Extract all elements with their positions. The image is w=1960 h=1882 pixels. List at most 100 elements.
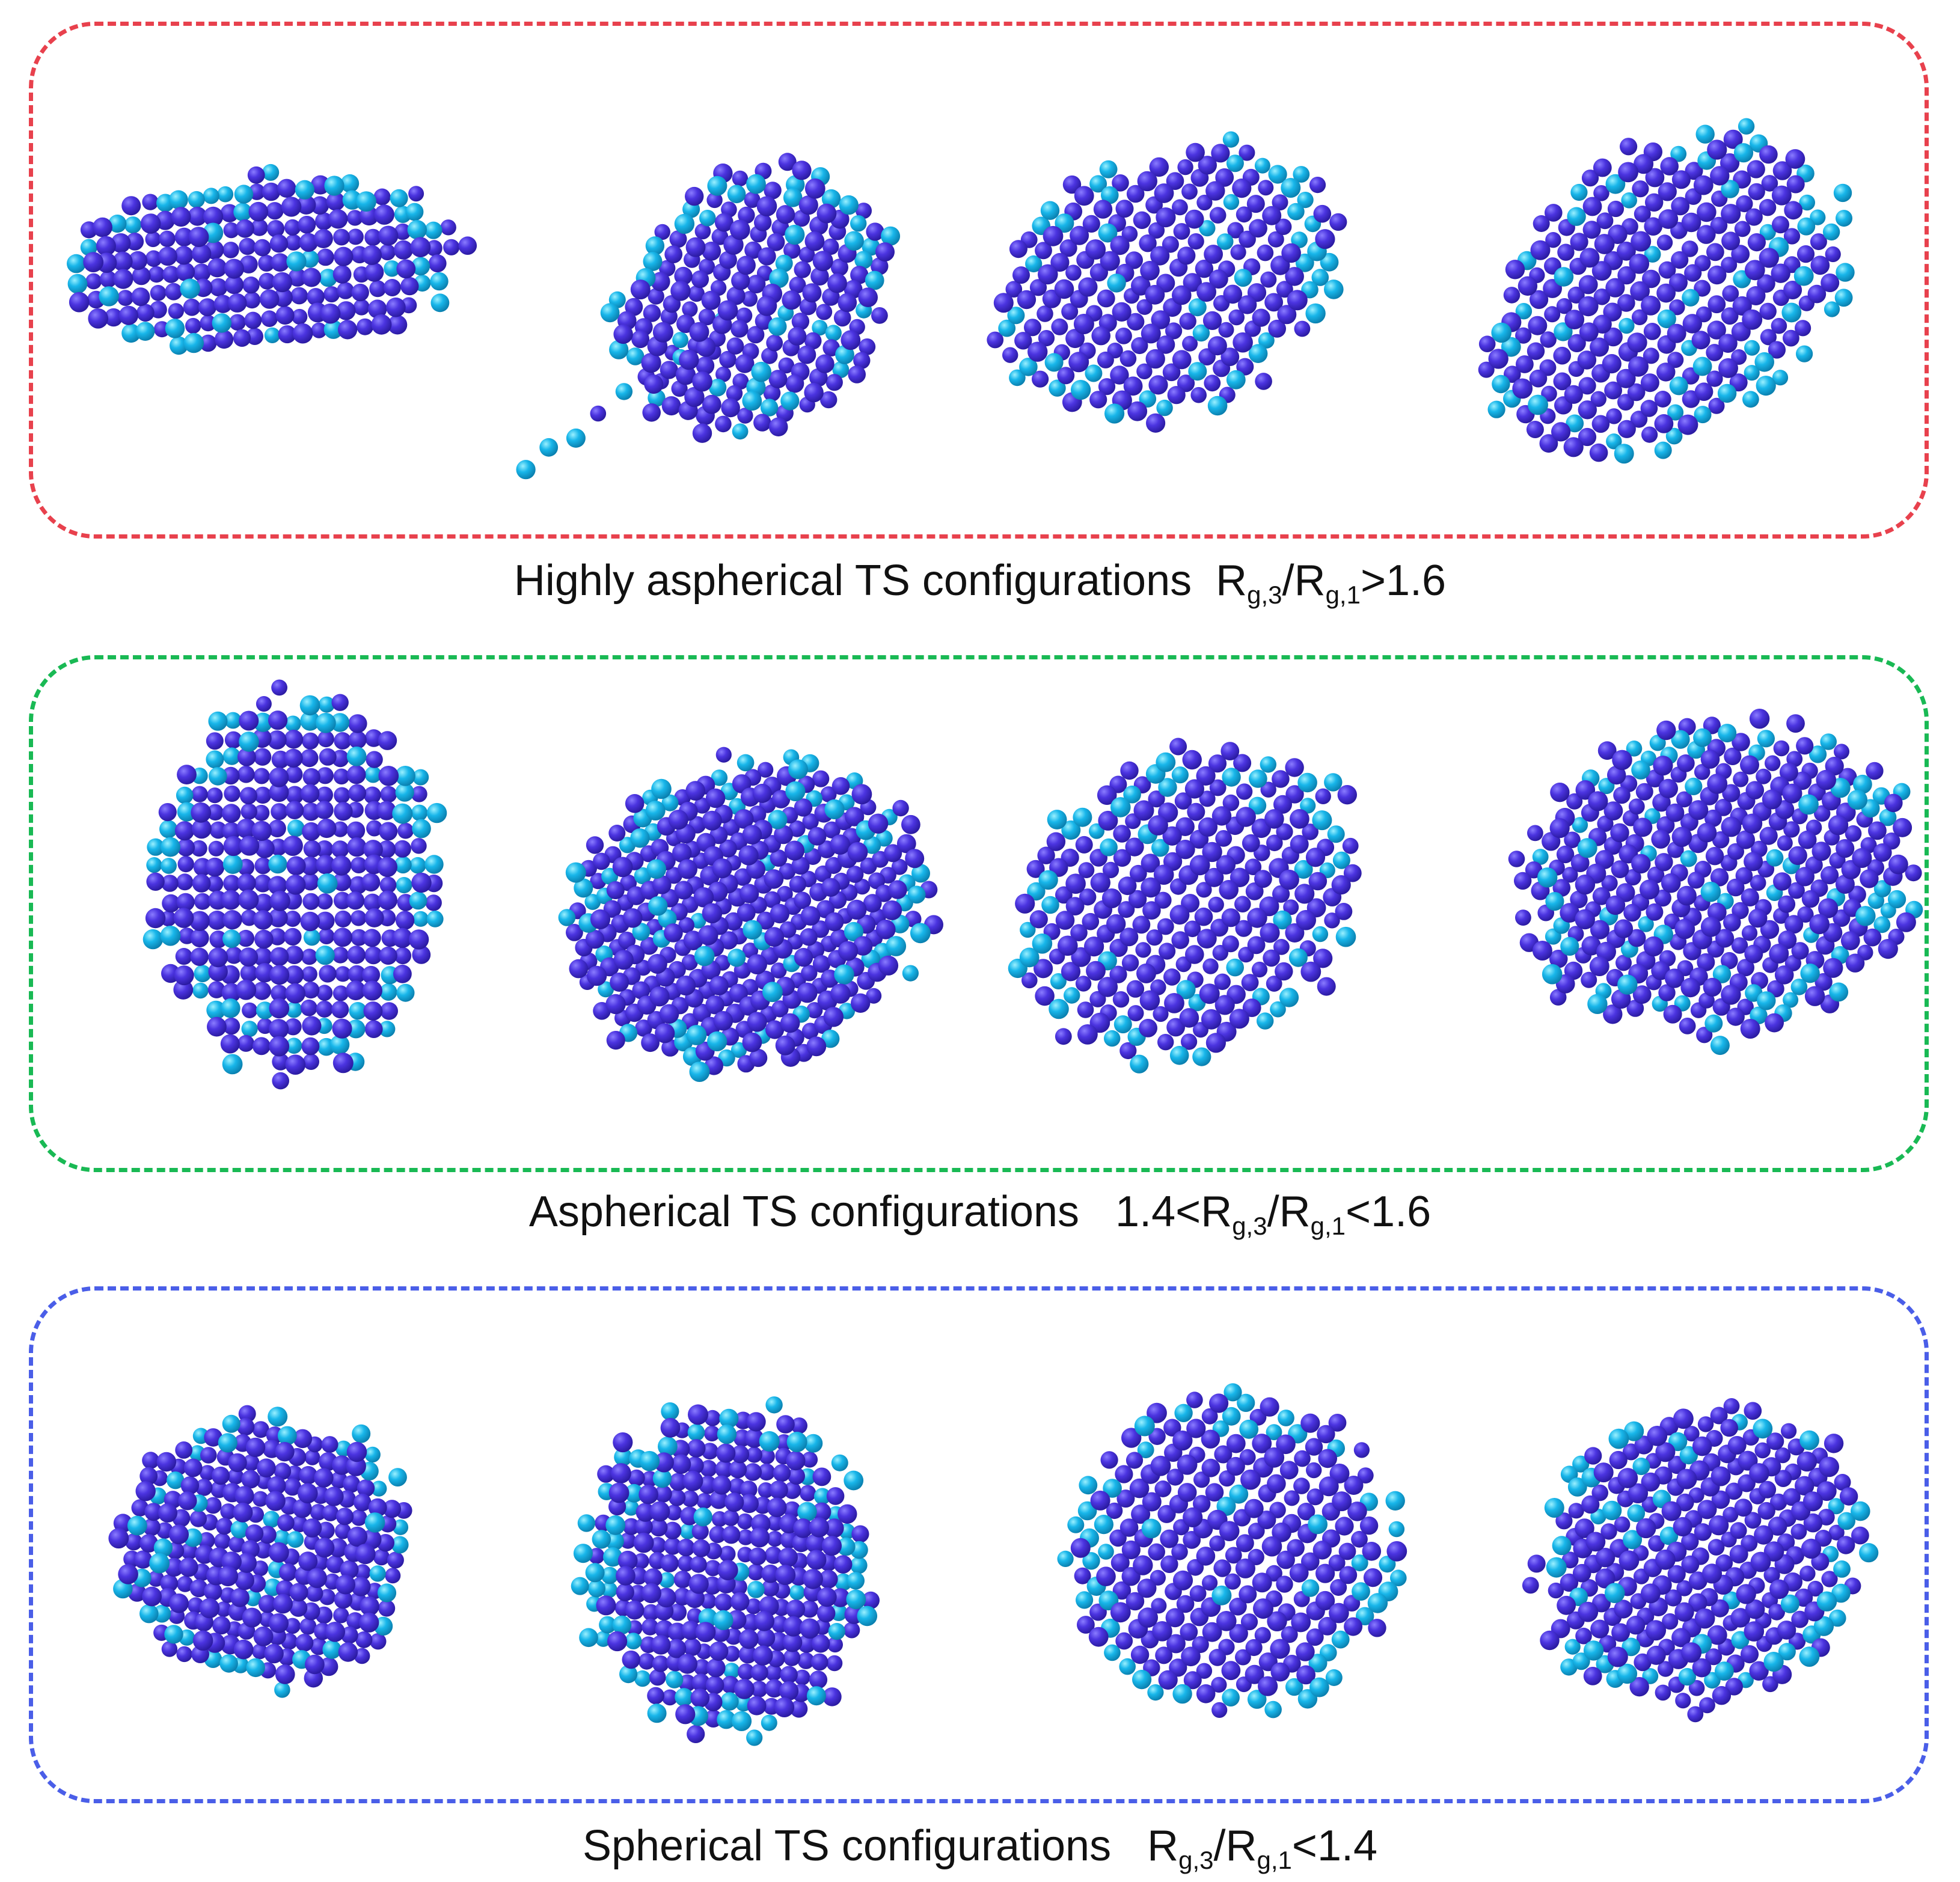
core-atom <box>1617 420 1636 438</box>
core-atom <box>1220 347 1240 366</box>
core-atom <box>721 398 740 418</box>
core-atom <box>810 267 829 286</box>
core-atom <box>801 1600 819 1618</box>
core-atom <box>368 299 387 319</box>
core-atom <box>593 852 610 870</box>
core-atom <box>1291 1612 1311 1633</box>
surface-atom <box>850 1557 868 1574</box>
core-atom <box>1533 215 1550 232</box>
core-atom <box>1526 421 1544 438</box>
core-atom <box>1656 362 1676 382</box>
core-atom <box>1229 1624 1248 1643</box>
core-atom <box>1005 281 1023 298</box>
surface-atom <box>1757 991 1776 1010</box>
core-atom <box>833 1555 853 1574</box>
core-atom <box>1220 742 1240 760</box>
surface-atom <box>1324 280 1344 299</box>
core-atom <box>379 909 396 927</box>
surface-atom <box>1188 298 1207 317</box>
core-atom <box>148 266 165 283</box>
surface-atom <box>318 696 335 713</box>
core-atom <box>1268 319 1286 338</box>
core-atom <box>302 1053 319 1070</box>
surface-atom <box>1103 1479 1122 1498</box>
surface-atom <box>194 965 212 983</box>
core-atom <box>1774 1470 1792 1487</box>
core-atom <box>159 230 176 248</box>
core-atom <box>1807 284 1827 304</box>
core-atom <box>1136 299 1153 315</box>
core-atom <box>1284 1490 1300 1506</box>
highly-aspherical-panel <box>29 22 1929 539</box>
core-atom <box>300 784 320 803</box>
core-atom <box>1246 195 1265 213</box>
core-atom <box>254 239 271 257</box>
core-atom <box>675 1704 696 1725</box>
core-atom <box>812 251 833 272</box>
surface-atom <box>737 754 755 772</box>
core-atom <box>1175 840 1195 860</box>
core-atom <box>851 784 872 805</box>
core-atom <box>631 330 650 349</box>
core-atom <box>821 1536 842 1556</box>
core-atom <box>1125 251 1143 269</box>
core-atom <box>93 217 112 237</box>
core-atom <box>1133 211 1151 229</box>
surface-atom <box>124 216 142 234</box>
core-atom <box>298 1551 318 1571</box>
core-atom <box>318 928 335 944</box>
surface-atom <box>1623 1530 1643 1550</box>
surface-atom <box>661 794 679 811</box>
surface-atom <box>1248 344 1268 363</box>
core-atom <box>1214 973 1231 990</box>
core-atom <box>1733 771 1749 787</box>
core-atom <box>328 209 348 229</box>
surface-atom <box>844 921 864 942</box>
surface-atom <box>1139 390 1157 408</box>
core-atom <box>713 1011 733 1031</box>
core-atom <box>1276 1550 1295 1569</box>
core-atom <box>1655 1442 1676 1462</box>
core-atom <box>1549 950 1568 968</box>
surface-atom <box>1237 1393 1255 1412</box>
surface-atom <box>1308 1654 1328 1673</box>
core-atom <box>173 980 194 1000</box>
core-atom <box>1715 1554 1733 1572</box>
surface-atom <box>394 856 412 874</box>
core-atom <box>425 894 442 911</box>
core-atom <box>1778 895 1796 913</box>
core-atom <box>346 1456 366 1476</box>
core-atom <box>816 1604 836 1623</box>
core-atom <box>1710 1407 1728 1425</box>
core-atom <box>341 1626 358 1644</box>
core-atom <box>1196 282 1216 302</box>
core-atom <box>738 206 755 224</box>
core-atom <box>613 324 633 344</box>
core-atom <box>1242 998 1261 1017</box>
core-atom <box>1148 790 1165 808</box>
core-atom <box>871 307 888 324</box>
core-atom <box>1593 289 1611 305</box>
core-atom <box>862 1591 880 1610</box>
surface-atom <box>1577 838 1597 858</box>
core-atom <box>1279 869 1299 890</box>
core-atom <box>1136 963 1156 983</box>
core-atom <box>1791 1610 1809 1628</box>
surface-atom <box>717 1424 737 1444</box>
surface-atom <box>1188 362 1207 381</box>
core-atom <box>1285 758 1304 777</box>
core-atom <box>1710 216 1728 234</box>
surface-atom <box>832 361 850 378</box>
core-atom <box>1205 181 1225 201</box>
core-atom <box>1125 837 1144 857</box>
core-atom <box>1357 1467 1374 1483</box>
core-atom <box>827 273 847 293</box>
surface-atom <box>1137 1441 1154 1459</box>
caption-spherical: Spherical TS configurations Rg,3/Rg,1<1.… <box>582 1822 1378 1874</box>
core-atom <box>1626 1616 1646 1635</box>
core-atom <box>1603 801 1623 820</box>
core-atom <box>1187 802 1205 821</box>
core-atom <box>678 1555 694 1572</box>
core-atom <box>1183 273 1202 292</box>
core-atom <box>1694 1608 1715 1629</box>
